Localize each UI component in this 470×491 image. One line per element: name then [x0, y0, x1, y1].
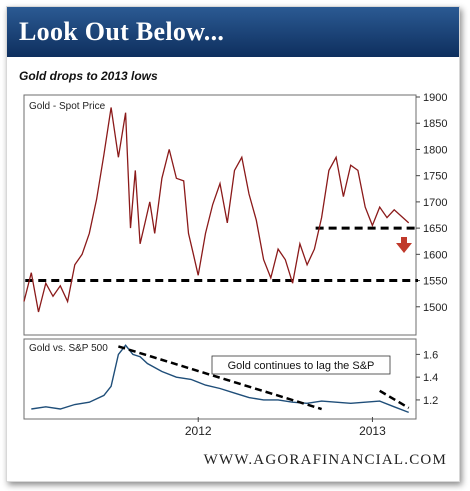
chart-subtitle: Gold drops to 2013 lows: [19, 69, 158, 83]
footer-url: WWW.AGORAFINANCIAL.COM: [203, 452, 447, 468]
gold-vs-sp500-line: [31, 344, 409, 414]
price-y-tick-label: 1500: [423, 302, 447, 314]
ratio-y-tick-label: 1.6: [423, 349, 438, 361]
page-title: Look Out Below...: [19, 17, 225, 46]
header-banner: Look Out Below...: [7, 7, 459, 57]
ratio-y-tick-label: 1.4: [423, 372, 438, 384]
trend-line-2: [379, 389, 410, 409]
x-axis: 2012 2013: [185, 417, 386, 438]
price-y-tick-label: 1800: [423, 144, 447, 156]
price-y-axis: 1500 1550 1600 1650 1700 1750 1800 1850 1900: [416, 92, 447, 314]
price-y-tick-label: 1550: [423, 276, 447, 288]
ratio-y-axis: 1.2 1.4 1.6: [416, 349, 438, 407]
price-reference-lines: [25, 226, 418, 283]
gold-price-line: [23, 107, 410, 313]
price-y-tick-label: 1850: [423, 118, 447, 130]
trend-line-1: [118, 345, 322, 411]
price-panel-title: Gold - Spot Price: [29, 101, 106, 112]
ratio-trend-lines: [118, 345, 410, 411]
annotation-box: [211, 355, 391, 375]
ratio-y-tick-label: 1.2: [423, 395, 438, 407]
price-y-tick-label: 1600: [423, 249, 447, 261]
price-panel-frame: [23, 94, 417, 336]
price-y-tick-label: 1700: [423, 197, 447, 209]
price-y-tick-label: 1900: [423, 92, 447, 104]
x-tick-label: 2013: [359, 424, 386, 438]
down-arrow-icon: [396, 237, 412, 253]
chart-svg: Gold - Spot Price 1500 1550 1600 1650 1700 17…: [23, 92, 447, 438]
ratio-panel-frame: [23, 338, 417, 420]
ratio-panel-title: Gold vs. S&P 500: [29, 343, 108, 354]
ratio-annotation: Gold continues to lag the S&P: [228, 360, 375, 372]
x-tick-label: 2012: [185, 424, 212, 438]
price-y-tick-label: 1650: [423, 223, 447, 235]
chart-card: Look Out Below... Gold drops to 2013 low…: [6, 6, 460, 482]
price-y-tick-label: 1750: [423, 171, 447, 183]
